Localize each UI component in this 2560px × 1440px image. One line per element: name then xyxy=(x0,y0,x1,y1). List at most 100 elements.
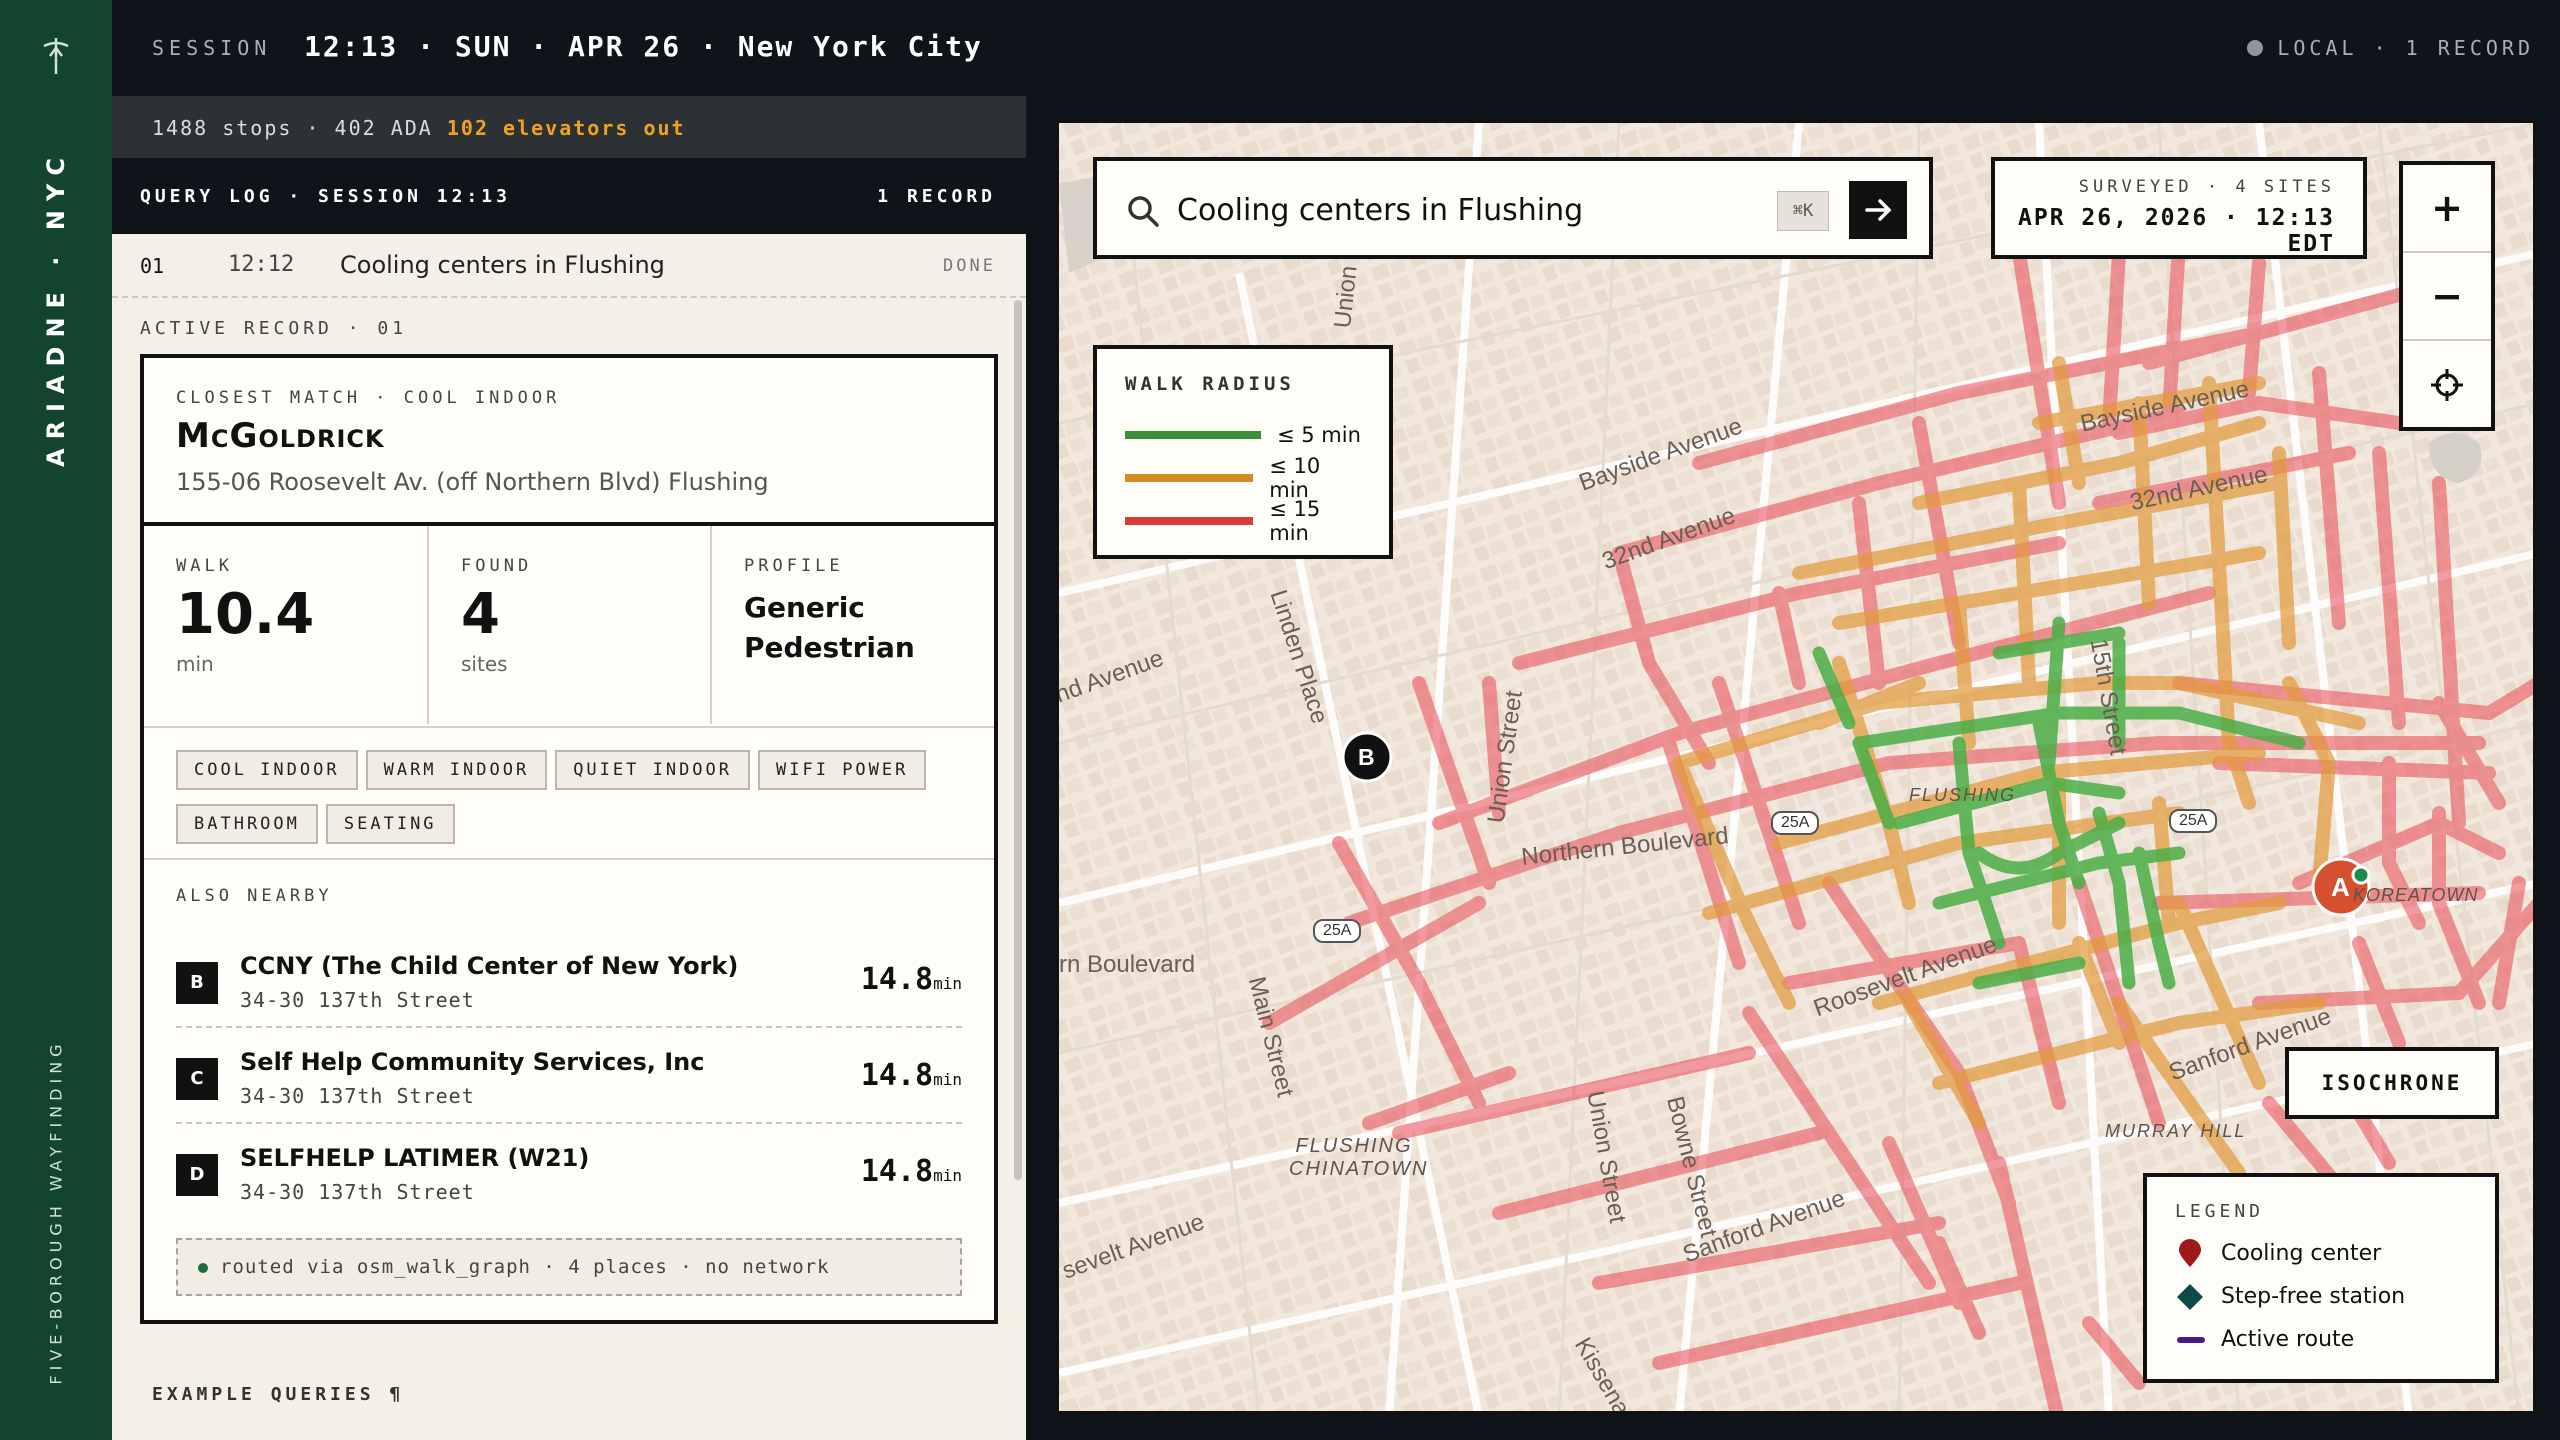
nearby-badge: C xyxy=(176,1058,218,1100)
zoom-controls: + − xyxy=(2399,161,2495,431)
diamond-icon xyxy=(2177,1283,2203,1310)
legend-item: Step-free station xyxy=(2175,1275,2467,1318)
locate-button[interactable] xyxy=(2403,341,2491,429)
band-line xyxy=(1125,473,1254,482)
isochrone-button[interactable]: ISOCHRONE xyxy=(2285,1047,2499,1119)
metric-walk: WALK 10.4 min xyxy=(144,526,427,724)
survey-info: SURVEYED · 4 SITES APR 26, 2026 · 12:13 … xyxy=(1991,157,2367,259)
nearby-address: 34-30 137th Street xyxy=(240,1180,475,1204)
nearby-name: Self Help Community Services, Inc xyxy=(240,1048,705,1076)
nearby-name: SELFHELP LATIMER (W21) xyxy=(240,1144,590,1172)
nearby-distance: 14.8min xyxy=(860,1058,962,1093)
zoom-out-button[interactable]: − xyxy=(2403,253,2491,341)
walk-radius-legend: WALK RADIUS ≤ 5 min ≤ 10 min ≤ 15 min xyxy=(1093,345,1393,559)
status-dot-icon xyxy=(198,1262,208,1273)
survey-timestamp: APR 26, 2026 · 12:13 EDT xyxy=(2018,205,2335,257)
nearby-address: 34-30 137th Street xyxy=(240,1084,475,1108)
metric-profile-value: Generic Pedestrian xyxy=(744,591,915,664)
legend-title: LEGEND xyxy=(2175,1201,2265,1222)
nearby-item[interactable]: B CCNY (The Child Center of New York) 34… xyxy=(176,932,962,1028)
match-label: CLOSEST MATCH · COOL INDOOR xyxy=(176,388,561,408)
nearby-distance: 14.8min xyxy=(860,1154,962,1189)
zoom-in-button[interactable]: + xyxy=(2403,165,2491,253)
metric-found-value: 4 xyxy=(461,582,500,647)
metric-found-unit: sites xyxy=(461,652,508,676)
query-log-count: 1 RECORD xyxy=(877,186,996,207)
marker-b[interactable] xyxy=(1341,731,1393,783)
walk-radius-title: WALK RADIUS xyxy=(1125,373,1295,395)
map-search-bar[interactable]: Cooling centers in Flushing ⌘K xyxy=(1093,157,1933,259)
compass-needle-icon[interactable] xyxy=(38,34,74,78)
tag-chip[interactable]: QUIET INDOOR xyxy=(555,750,751,790)
search-submit-button[interactable] xyxy=(1849,181,1907,239)
nearby-badge: B xyxy=(176,962,218,1004)
session-time: 12:13 · SUN · APR 26 · New York City xyxy=(304,30,983,63)
tag-chip[interactable]: WARM INDOOR xyxy=(365,750,548,790)
metric-found: FOUND 4 sites xyxy=(427,526,710,724)
query-log-title: QUERY LOG · SESSION 12:13 xyxy=(140,186,511,207)
side-panel: 01 12:12 Cooling centers in Flushing DON… xyxy=(112,234,1026,1440)
record-card: CLOSEST MATCH · COOL INDOOR McGoldrick 1… xyxy=(140,354,998,1324)
left-rail: ARIADNE · NYC FIVE-BOROUGH WAYFINDING xyxy=(0,0,112,1440)
walk-band-10: ≤ 10 min xyxy=(1125,454,1361,502)
crosshair-icon xyxy=(2431,369,2463,401)
tag-chip[interactable]: COOL INDOOR xyxy=(176,750,358,790)
route-line-icon xyxy=(2177,1336,2205,1343)
brand-tagline: FIVE-BOROUGH WAYFINDING xyxy=(46,1039,66,1385)
query-status: DONE xyxy=(943,256,996,276)
metric-found-label: FOUND xyxy=(461,556,533,576)
panel-scrollbar[interactable] xyxy=(1014,300,1022,1180)
station-marker[interactable] xyxy=(2351,865,2371,885)
record-status-text: LOCAL · 1 RECORD xyxy=(2277,36,2534,60)
tag-chip[interactable]: SEATING xyxy=(325,804,455,844)
query-text: Cooling centers in Flushing xyxy=(340,251,665,279)
routing-note: routed via osm_walk_graph · 4 places · n… xyxy=(176,1238,962,1296)
elevator-alert[interactable]: 102 elevators out xyxy=(446,116,686,140)
top-bar: SESSION 12:13 · SUN · APR 26 · New York … xyxy=(112,0,2560,96)
status-dot-icon xyxy=(2247,40,2264,56)
active-record-label: ACTIVE RECORD · 01 xyxy=(140,318,408,339)
nearby-address: 34-30 137th Street xyxy=(240,988,475,1012)
band-line xyxy=(1125,430,1261,439)
walk-band-5: ≤ 5 min xyxy=(1125,413,1361,456)
nearby-item[interactable]: C Self Help Community Services, Inc 34-3… xyxy=(176,1028,962,1124)
tag-chip[interactable]: BATHROOM xyxy=(176,804,318,844)
band-line xyxy=(1125,516,1254,525)
shortcut-hint: ⌘K xyxy=(1777,191,1829,231)
map-legend: LEGEND Cooling center Step-free station … xyxy=(2143,1173,2499,1383)
record-header: CLOSEST MATCH · COOL INDOOR McGoldrick 1… xyxy=(144,358,994,526)
session-label: SESSION xyxy=(152,36,272,60)
record-address: 155-06 Roosevelt Av. (off Northern Blvd)… xyxy=(176,468,769,496)
map-pin-icon xyxy=(2179,1238,2201,1267)
record-status: LOCAL · 1 RECORD xyxy=(2247,36,2534,60)
tag-list: COOL INDOOR WARM INDOOR QUIET INDOOR WIFI P… xyxy=(176,750,976,858)
record-name: McGoldrick xyxy=(176,416,385,456)
brand-title: ARIADNE · NYC xyxy=(42,148,70,468)
search-input[interactable]: Cooling centers in Flushing xyxy=(1177,193,1584,228)
routing-note-text: routed via osm_walk_graph · 4 places · n… xyxy=(220,1256,830,1278)
tag-chip[interactable]: WIFI POWER xyxy=(758,750,927,790)
metric-walk-unit: min xyxy=(176,652,214,676)
query-log-entry[interactable]: 01 12:12 Cooling centers in Flushing DON… xyxy=(112,234,1026,298)
metric-walk-label: WALK xyxy=(176,556,233,576)
nearby-distance: 14.8min xyxy=(860,962,962,997)
legend-item: Active route xyxy=(2175,1318,2467,1361)
survey-sites: SURVEYED · 4 SITES xyxy=(2078,177,2335,197)
map-view[interactable]: Bayside Avenue Bayside Avenue 32nd Avenu… xyxy=(1056,120,2536,1414)
metric-profile-label: PROFILE xyxy=(744,556,844,576)
metric-profile: PROFILE Generic Pedestrian xyxy=(710,526,993,724)
nearby-item[interactable]: D SELFHELP LATIMER (W21) 34-30 137th Str… xyxy=(176,1124,962,1220)
example-queries-link[interactable]: EXAMPLE QUERIES ¶ xyxy=(152,1384,405,1405)
legend-item: Cooling center xyxy=(2175,1232,2467,1275)
stats-summary: 1488 stops · 402 ADA xyxy=(152,116,433,140)
map-markers xyxy=(1341,731,2371,917)
walk-band-15: ≤ 15 min xyxy=(1125,497,1361,545)
metric-walk-value: 10.4 xyxy=(176,582,315,647)
query-log-header: QUERY LOG · SESSION 12:13 1 RECORD xyxy=(112,158,1026,234)
record-metrics: WALK 10.4 min FOUND 4 sites PROFILE Gene… xyxy=(144,526,994,728)
nearby-name: CCNY (The Child Center of New York) xyxy=(240,952,739,980)
query-number: 01 xyxy=(140,254,165,278)
transit-stats: 1488 stops · 402 ADA 102 elevators out xyxy=(112,96,1026,158)
also-nearby-label: ALSO NEARBY xyxy=(176,886,333,906)
nearby-badge: D xyxy=(176,1154,218,1196)
